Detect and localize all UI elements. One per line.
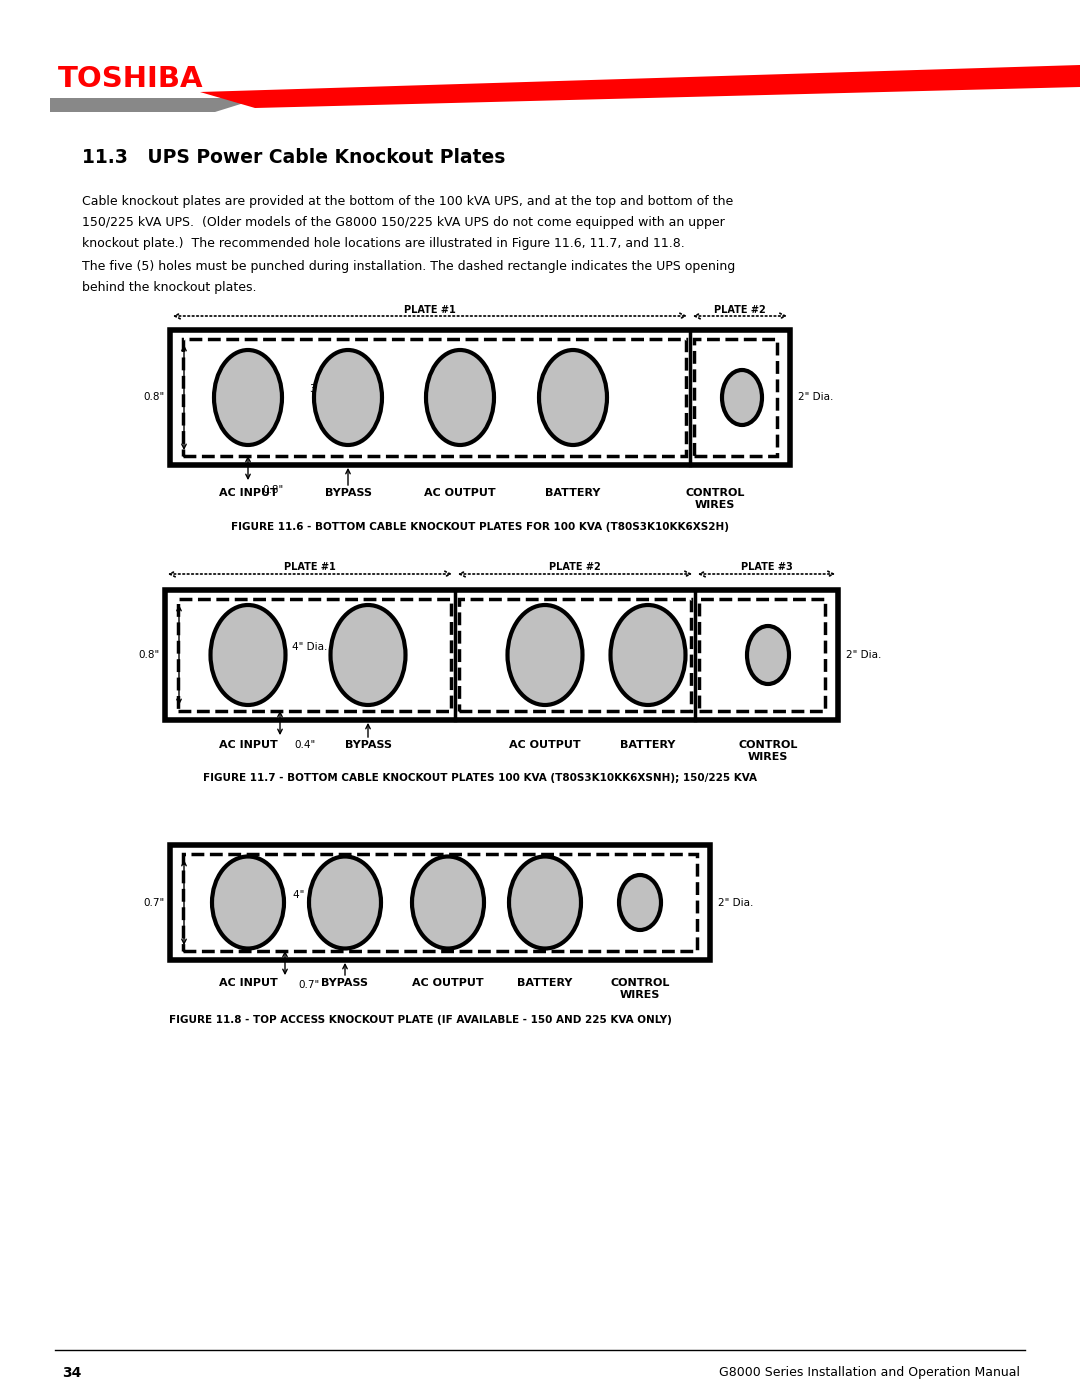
Ellipse shape	[426, 351, 494, 446]
Bar	[170, 330, 789, 465]
Ellipse shape	[508, 605, 582, 705]
Text: 0.8": 0.8"	[144, 393, 165, 402]
Ellipse shape	[214, 351, 282, 446]
Text: CONTROL
WIRES: CONTROL WIRES	[686, 488, 745, 510]
Text: behind the knockout plates.: behind the knockout plates.	[82, 281, 257, 293]
Text: CONTROL
WIRES: CONTROL WIRES	[739, 740, 798, 761]
Ellipse shape	[330, 605, 405, 705]
Text: BYPASS: BYPASS	[345, 740, 391, 750]
Text: AC OUTPUT: AC OUTPUT	[509, 740, 581, 750]
Ellipse shape	[509, 856, 581, 949]
Text: PLATE #3: PLATE #3	[741, 562, 793, 571]
Text: AC OUTPUT: AC OUTPUT	[424, 488, 496, 497]
Polygon shape	[200, 66, 1080, 108]
Bar	[178, 599, 451, 711]
Bar	[183, 339, 686, 455]
Ellipse shape	[747, 626, 789, 685]
Ellipse shape	[610, 605, 686, 705]
Text: 0.8": 0.8"	[138, 650, 160, 659]
Text: 0.8": 0.8"	[262, 485, 283, 495]
Bar	[170, 845, 710, 960]
Text: BYPASS: BYPASS	[324, 488, 372, 497]
Text: PLATE #1: PLATE #1	[404, 305, 456, 314]
Text: 2" Dia.: 2" Dia.	[718, 897, 754, 908]
Bar	[699, 599, 825, 711]
Ellipse shape	[314, 351, 382, 446]
Text: AC INPUT: AC INPUT	[218, 740, 278, 750]
Text: BATTERY: BATTERY	[545, 488, 600, 497]
Text: 11.3   UPS Power Cable Knockout Plates: 11.3 UPS Power Cable Knockout Plates	[82, 148, 505, 168]
Text: 0.7": 0.7"	[298, 981, 320, 990]
Ellipse shape	[212, 856, 284, 949]
Text: Cable knockout plates are provided at the bottom of the 100 kVA UPS, and at the : Cable knockout plates are provided at th…	[82, 196, 733, 208]
Ellipse shape	[211, 605, 285, 705]
Text: BATTERY: BATTERY	[620, 740, 676, 750]
Ellipse shape	[309, 856, 381, 949]
Text: 3" Dia.: 3" Dia.	[310, 384, 346, 394]
Text: TOSHIBA: TOSHIBA	[58, 66, 203, 94]
Bar	[459, 599, 691, 711]
Text: 2" Dia.: 2" Dia.	[798, 393, 834, 402]
Bar	[694, 339, 777, 455]
Text: knockout plate.)  The recommended hole locations are illustrated in Figure 11.6,: knockout plate.) The recommended hole lo…	[82, 237, 685, 250]
Text: G8000 Series Installation and Operation Manual: G8000 Series Installation and Operation …	[719, 1366, 1020, 1379]
Text: 150/225 kVA UPS.  (Older models of the G8000 150/225 kVA UPS do not come equippe: 150/225 kVA UPS. (Older models of the G8…	[82, 217, 725, 229]
Text: The five (5) holes must be punched during installation. The dashed rectangle ind: The five (5) holes must be punched durin…	[82, 260, 735, 272]
Text: AC INPUT: AC INPUT	[218, 978, 278, 988]
Text: BATTERY: BATTERY	[517, 978, 572, 988]
Ellipse shape	[619, 875, 661, 930]
Text: 0.7": 0.7"	[144, 897, 165, 908]
Ellipse shape	[411, 856, 484, 949]
Text: PLATE #2: PLATE #2	[714, 305, 766, 314]
Text: 0.4": 0.4"	[294, 740, 315, 750]
Text: FIGURE 11.6 - BOTTOM CABLE KNOCKOUT PLATES FOR 100 KVA (T80S3K10KK6XS2H): FIGURE 11.6 - BOTTOM CABLE KNOCKOUT PLAT…	[231, 522, 729, 532]
Text: FIGURE 11.7 - BOTTOM CABLE KNOCKOUT PLATES 100 KVA (T80S3K10KK6XSNH); 150/225 KV: FIGURE 11.7 - BOTTOM CABLE KNOCKOUT PLAT…	[203, 773, 757, 782]
Ellipse shape	[539, 351, 607, 446]
Text: CONTROL
WIRES: CONTROL WIRES	[610, 978, 670, 1000]
Polygon shape	[50, 98, 260, 112]
Text: AC INPUT: AC INPUT	[218, 488, 278, 497]
Text: PLATE #1: PLATE #1	[284, 562, 336, 571]
Text: PLATE #2: PLATE #2	[549, 562, 600, 571]
Bar	[183, 854, 697, 951]
Text: 4" Dia.: 4" Dia.	[292, 643, 327, 652]
Bar	[165, 590, 838, 719]
Text: 34: 34	[62, 1366, 81, 1380]
Ellipse shape	[723, 370, 762, 425]
Text: FIGURE 11.8 - TOP ACCESS KNOCKOUT PLATE (IF AVAILABLE - 150 AND 225 KVA ONLY): FIGURE 11.8 - TOP ACCESS KNOCKOUT PLATE …	[168, 1016, 672, 1025]
Text: BYPASS: BYPASS	[322, 978, 368, 988]
Text: AC OUTPUT: AC OUTPUT	[413, 978, 484, 988]
Text: 4" Dia.: 4" Dia.	[293, 890, 328, 900]
Text: 2" Dia.: 2" Dia.	[846, 650, 881, 659]
